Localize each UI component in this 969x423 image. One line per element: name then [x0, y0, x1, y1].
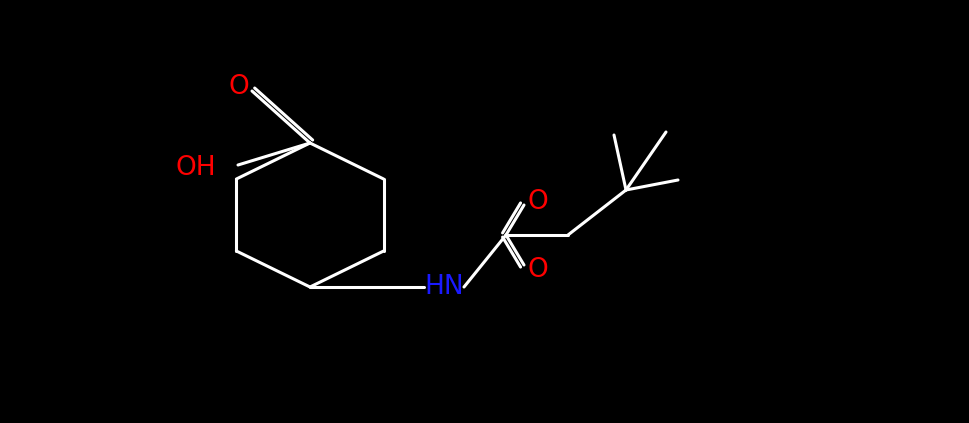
Text: O: O — [528, 257, 548, 283]
Text: OH: OH — [175, 155, 216, 181]
Text: HN: HN — [424, 274, 464, 300]
Text: O: O — [528, 189, 548, 215]
Text: O: O — [229, 74, 249, 100]
